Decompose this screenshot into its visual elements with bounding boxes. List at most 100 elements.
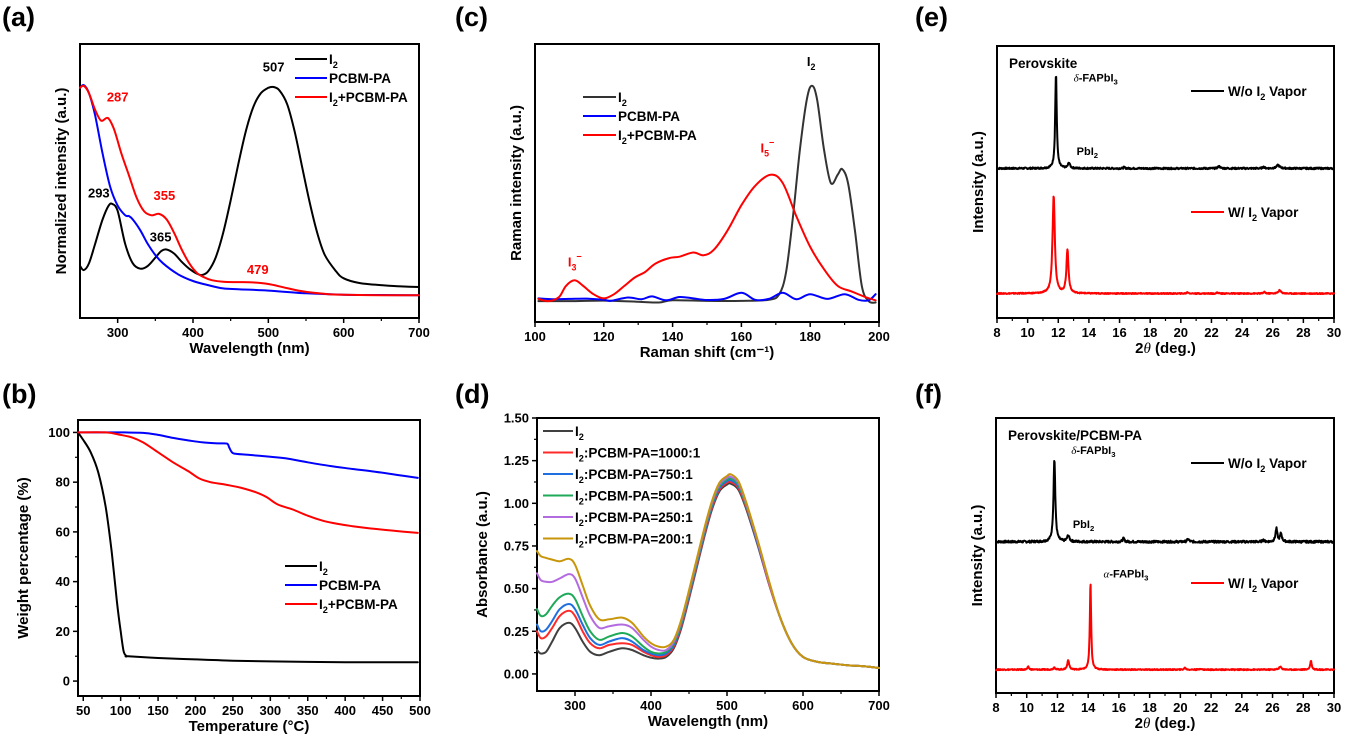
x-tick-label: 14 — [1082, 325, 1097, 340]
panel-c: 100 120 140 160 180 200 Raman shift (cm⁻¹) Rama… — [455, 2, 890, 361]
series-line-5 — [536, 473, 880, 669]
x-tick-label: 350 — [297, 703, 319, 718]
x-tick-label: 700 — [408, 325, 430, 340]
plot-frame — [77, 419, 421, 697]
x-tick-label: 18 — [1142, 700, 1156, 715]
phase-label: δ-FAPbI3 — [1074, 72, 1118, 86]
y-tick-label: 100 — [48, 425, 70, 440]
y-tick-label: 0.50 — [504, 581, 529, 596]
x-tick-label: 10 — [1019, 700, 1033, 715]
y-tick-label: 1.50 — [504, 411, 529, 426]
y-tick-label: 0.25 — [504, 624, 529, 639]
peak-label: 293 — [88, 185, 110, 200]
x-axis-title: Raman shift (cm⁻¹) — [640, 344, 775, 361]
series-line-2 — [537, 173, 877, 303]
x-tick-label: 500 — [716, 698, 738, 713]
x-axis-title: Temperature (°C) — [189, 718, 310, 735]
panel-a: 300 400 500 600 700 Wavelength (nm) Normalized… — [2, 2, 430, 357]
panel-label: (f) — [915, 379, 942, 409]
series-line-1 — [537, 291, 877, 302]
y-tick-label: 0 — [63, 674, 70, 689]
series-line-1 — [996, 195, 1335, 295]
panel-label: (d) — [455, 379, 489, 409]
x-axis-title: Wavelength (nm) — [189, 340, 309, 357]
y-tick-label: 0.00 — [504, 666, 529, 681]
legend-entry: PCBM-PA — [329, 71, 391, 86]
x-tick-label: 200 — [185, 703, 207, 718]
y-axis-title: Absorbance (a.u.) — [474, 491, 491, 618]
phase-label: PbI2 — [1077, 146, 1098, 160]
legend-entry: I2+PCBM-PA — [329, 90, 408, 108]
x-tick-label: 16 — [1112, 325, 1126, 340]
x-tick-label: 50 — [76, 703, 90, 718]
x-tick-label: 100 — [110, 703, 132, 718]
x-tick-label: 100 — [524, 329, 546, 344]
peak-label: 355 — [154, 188, 176, 203]
series-line-0 — [995, 460, 1335, 544]
legend-entry: W/o I2 Vapor — [1228, 84, 1307, 102]
x-tick-label: 26 — [1265, 700, 1279, 715]
legend-entry: PCBM-PA — [618, 109, 680, 124]
panel-e: 8 10 12 14 16 18 20 22 24 26 28 30 2θ (deg.) Intensit… — [915, 2, 1341, 357]
x-tick-label: 500 — [409, 703, 431, 718]
peak-label: I2 — [807, 54, 816, 72]
y-axis-title: Intensity (a.u.) — [970, 131, 987, 233]
x-tick-label: 12 — [1051, 325, 1065, 340]
x-tick-label: 700 — [868, 698, 890, 713]
x-tick-label: 20 — [1174, 325, 1188, 340]
panel-d: 300 400 500 600 700 0.00 0.25 0.50 0.75 1.00 1.25 1… — [455, 379, 890, 730]
panel-label: (e) — [915, 2, 948, 32]
x-tick-label: 140 — [662, 329, 684, 344]
x-tick-label: 16 — [1112, 700, 1126, 715]
legend-entry: I2+PCBM-PA — [319, 597, 398, 615]
y-axis-title: Weight percentage (%) — [15, 477, 32, 638]
x-tick-label: 200 — [868, 329, 890, 344]
y-tick-label: 20 — [56, 624, 70, 639]
legend-entry: PCBM-PA — [319, 578, 381, 593]
peak-label: 507 — [263, 59, 285, 74]
legend-entry: I2 — [319, 559, 328, 577]
x-tick-label: 30 — [1327, 325, 1341, 340]
peak-label: I5− — [760, 137, 774, 158]
plot-frame — [536, 417, 880, 692]
peak-label: 479 — [247, 262, 269, 277]
legend-entry: I2+PCBM-PA — [618, 128, 697, 146]
panel-f: 8 10 12 14 16 18 20 22 24 26 28 30 2θ (deg.) Intensit… — [915, 379, 1341, 732]
peak-label: I3− — [568, 251, 582, 272]
x-tick-label: 12 — [1050, 700, 1064, 715]
x-tick-label: 8 — [992, 700, 999, 715]
x-tick-label: 24 — [1235, 325, 1250, 340]
x-axis-title: Wavelength (nm) — [648, 713, 768, 730]
x-tick-label: 400 — [182, 325, 204, 340]
plot-frame — [534, 43, 880, 323]
x-axis-title: 2θ (deg.) — [1135, 715, 1196, 732]
series-line-1 — [79, 83, 420, 297]
x-tick-label: 26 — [1265, 325, 1279, 340]
series-line-1 — [995, 583, 1335, 672]
legend-entry: I2 — [575, 424, 584, 442]
x-tick-label: 28 — [1296, 325, 1310, 340]
series-line-2 — [77, 431, 419, 534]
series-line-2 — [79, 84, 420, 297]
x-tick-label: 20 — [1173, 700, 1187, 715]
series-line-0 — [537, 84, 877, 304]
x-tick-label: 500 — [257, 325, 279, 340]
x-tick-label: 400 — [640, 698, 662, 713]
x-tick-label: 22 — [1204, 325, 1218, 340]
x-tick-label: 600 — [333, 325, 355, 340]
legend-entry: I2 — [618, 90, 627, 108]
x-tick-label: 160 — [731, 329, 753, 344]
series-line-0 — [77, 431, 419, 664]
x-tick-label: 180 — [799, 329, 821, 344]
peak-label: 365 — [150, 229, 172, 244]
panel-label: (c) — [455, 2, 488, 32]
legend-entry: I2:PCBM-PA=500:1 — [575, 489, 693, 507]
legend-entry: I2:PCBM-PA=200:1 — [575, 532, 693, 550]
x-tick-label: 300 — [107, 325, 129, 340]
panel-title: Perovskite — [1009, 56, 1078, 71]
x-tick-label: 18 — [1143, 325, 1157, 340]
series-line-0 — [79, 85, 420, 288]
x-tick-label: 600 — [792, 698, 814, 713]
x-tick-label: 22 — [1204, 700, 1218, 715]
x-tick-label: 120 — [593, 329, 615, 344]
